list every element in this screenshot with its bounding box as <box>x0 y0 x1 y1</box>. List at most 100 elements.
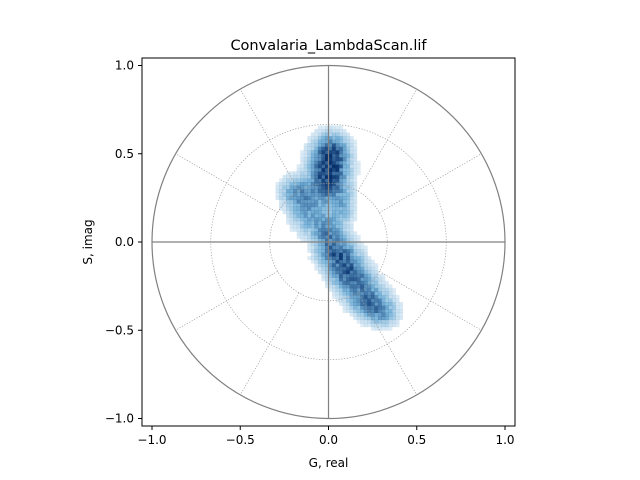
histogram-bin <box>363 270 368 275</box>
histogram-bin <box>335 178 340 183</box>
histogram-bin <box>342 284 347 289</box>
histogram-bin <box>332 132 336 137</box>
histogram-bin <box>377 291 382 296</box>
histogram-bin <box>388 284 393 289</box>
histogram-bin <box>342 210 347 215</box>
histogram-bin <box>339 277 344 282</box>
histogram-bin <box>317 189 322 193</box>
histogram-bin <box>353 143 358 148</box>
histogram-bin <box>335 234 340 239</box>
histogram-bin <box>339 245 344 250</box>
histogram-bin <box>332 213 336 218</box>
histogram-bin <box>342 185 347 190</box>
histogram-bin <box>289 210 294 215</box>
histogram-bin <box>381 326 386 331</box>
histogram-bin <box>339 178 344 183</box>
histogram-bin <box>296 181 301 186</box>
histogram-bin <box>342 302 347 306</box>
histogram-bin <box>342 174 347 179</box>
histogram-bin <box>317 181 322 186</box>
histogram-bin <box>310 256 315 261</box>
histogram-bin <box>317 266 322 271</box>
histogram-bin <box>374 273 379 278</box>
histogram-bin <box>324 181 329 186</box>
histogram-bin <box>353 164 358 169</box>
histogram-bin <box>384 309 389 313</box>
histogram-bin <box>356 263 361 268</box>
histogram-bin <box>317 234 322 239</box>
histogram-bin <box>377 287 382 292</box>
histogram-bin <box>342 280 347 285</box>
histogram-bin <box>353 217 358 222</box>
histogram-bin <box>279 185 284 190</box>
histogram-bin <box>395 294 400 299</box>
histogram-bin <box>289 217 294 222</box>
histogram-bin <box>293 185 298 190</box>
histogram-bin <box>324 192 329 197</box>
histogram-bin <box>317 167 322 172</box>
histogram-bin <box>300 153 305 158</box>
histogram-bin <box>317 178 322 183</box>
histogram-bin <box>332 210 336 215</box>
histogram-bin <box>384 316 389 321</box>
histogram-bin <box>360 242 365 246</box>
histogram-bin <box>370 305 375 310</box>
histogram-bin <box>353 153 358 158</box>
histogram-bin <box>381 316 386 321</box>
histogram-bin <box>317 143 322 148</box>
histogram-bin <box>339 294 344 299</box>
histogram-bin <box>310 164 315 169</box>
histogram-bin <box>335 171 340 176</box>
histogram-bin <box>349 287 354 292</box>
histogram-bin <box>360 316 365 321</box>
histogram-bin <box>339 280 344 285</box>
histogram-bin <box>374 319 379 324</box>
histogram-bin <box>367 291 372 296</box>
histogram-bin <box>321 224 326 229</box>
histogram-bin <box>307 203 312 208</box>
histogram-bin <box>363 277 368 282</box>
histogram-bin <box>395 319 400 324</box>
histogram-bin <box>335 252 340 257</box>
histogram-bin <box>328 167 333 172</box>
histogram-bin <box>335 284 340 289</box>
histogram-bin <box>303 238 308 243</box>
histogram-bin <box>321 252 326 257</box>
histogram-bin <box>324 263 329 268</box>
histogram-bin <box>293 206 298 211</box>
histogram-bin <box>310 150 315 155</box>
histogram-bin <box>332 256 336 261</box>
histogram-bin <box>388 309 393 313</box>
histogram-bin <box>321 136 326 141</box>
histogram-bin <box>286 213 291 218</box>
histogram-bin <box>332 231 336 236</box>
histogram-bin <box>339 129 344 133</box>
histogram-bin <box>293 220 298 225</box>
histogram-bin <box>314 263 319 268</box>
histogram-bin <box>332 217 336 222</box>
histogram-bin <box>324 252 329 257</box>
histogram-bin <box>328 273 333 278</box>
histogram-bin <box>342 181 347 186</box>
histogram-bin <box>321 164 326 169</box>
histogram-bin <box>314 146 319 151</box>
histogram-bin <box>317 199 322 204</box>
histogram-bin <box>335 280 340 285</box>
histogram-bin <box>356 245 361 250</box>
histogram-bin <box>342 153 347 158</box>
histogram-bin <box>346 136 351 141</box>
histogram-bin <box>289 189 294 193</box>
histogram-bin <box>339 192 344 197</box>
histogram-bin <box>324 284 329 289</box>
histogram-bin <box>328 238 333 243</box>
histogram-bin <box>335 242 340 246</box>
histogram-bin <box>303 231 308 236</box>
histogram-bin <box>353 189 358 193</box>
histogram-bin <box>279 189 284 193</box>
histogram-bin <box>346 178 351 183</box>
histogram-bin <box>286 174 291 179</box>
histogram-bin <box>275 196 280 201</box>
histogram-bin <box>349 298 354 303</box>
histogram-bin <box>314 164 319 169</box>
histogram-bin <box>346 192 351 197</box>
